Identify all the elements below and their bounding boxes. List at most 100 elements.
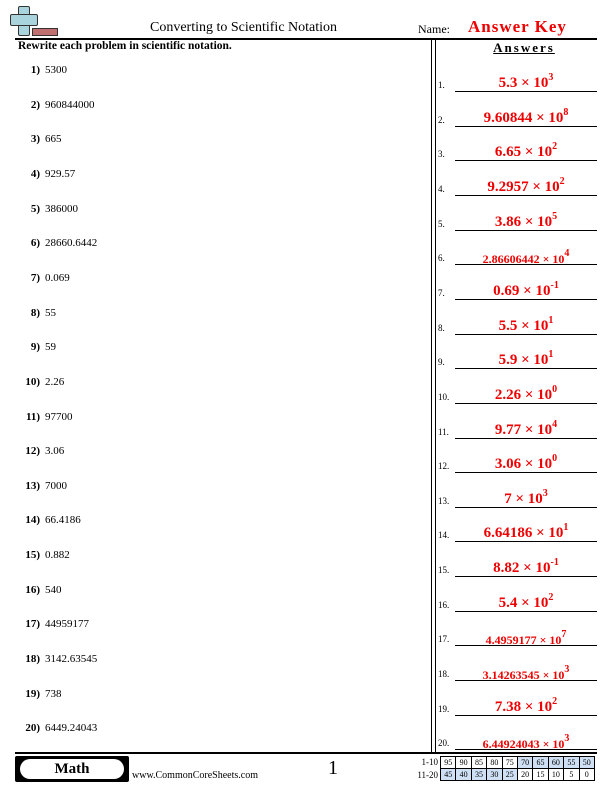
problem-value: 540 [45,583,62,596]
answer-mantissa: 5.3 [498,75,518,91]
name-label: Name: [418,22,450,36]
answer-line [455,264,597,266]
score-cell: 35 [470,768,488,781]
answer-line [455,749,597,751]
answer-line [455,298,597,300]
answer-mantissa: 2.26 [494,386,522,403]
answer-mantissa: 7 [504,490,512,507]
answer-value: 9.60844 × 108 [483,106,569,126]
problem-value: 5300 [45,64,67,76]
answer-line [455,576,597,578]
answer-mantissa: 3.06 [494,456,522,473]
score-cell: 40 [455,768,472,781]
problem-item: 10) 2.26 [18,376,64,388]
answer-line [455,194,597,196]
problem-value: 386000 [45,202,78,215]
answer-line [455,714,597,716]
score-cell: 0 [578,768,595,781]
answer-exponent: 0 [552,453,558,465]
answer-value: 0.69 × 10-1 [493,279,559,299]
answer-mantissa: 5.4 [498,594,518,611]
score-cell: 20 [516,768,534,781]
answer-number: 8. [438,322,445,333]
problem-value: 97700 [45,410,73,423]
problem-number: 16) [25,583,40,596]
problem-item: 12) 3.06 [18,445,64,457]
page-number: 1 [328,757,338,779]
answer-value: 5.9 × 101 [498,349,554,369]
problem-item: 9) 59 [18,341,56,353]
answer-mantissa: 6.44924043 [482,737,540,752]
problem-number: 15) [25,549,40,562]
answer-exponent: 1 [548,349,554,361]
answer-value: 5.3 × 103 [498,72,554,91]
answer-line [455,160,597,162]
answer-value: 7 × 103 [504,487,548,507]
score-cell: 45 [439,768,457,781]
answer-exponent: 2 [552,141,558,153]
answer-value: 5.5 × 101 [498,314,554,334]
answer-value: 6.65 × 102 [494,141,558,161]
logo-icon-bar [32,28,58,36]
column-divider [431,40,432,752]
score-cell: 95 [439,756,457,769]
answer-number: 17. [438,634,450,645]
answer-mantissa: 6.64186 [483,525,533,542]
answer-mantissa: 9.2957 [487,178,529,195]
answer-line [455,472,597,474]
problem-number: 7) [30,271,40,284]
problem-item: 11) 97700 [18,411,73,423]
problem-item: 14) 66.4186 [18,514,80,527]
score-cell: 55 [563,756,580,769]
answer-value: 3.14263545 × 103 [482,664,570,683]
problem-number: 8) [30,306,40,319]
answer-number: 9. [438,357,445,368]
answer-line [455,645,597,647]
answer-value: 2.26 × 100 [494,383,558,403]
problem-value: 738 [45,687,62,700]
problem-item: 15) 0.882 [18,549,69,562]
problem-number: 13) [25,479,40,492]
subject-label: Math [20,759,124,779]
answer-mantissa: 8.82 [493,560,520,577]
answer-line [455,229,597,231]
answer-exponent: 2 [559,175,565,187]
problem-number: 18) [25,653,40,666]
answer-exponent: 0 [552,383,558,395]
answer-value: 6.64186 × 101 [483,522,569,542]
answer-mantissa: 0.69 [493,282,520,299]
answer-mantissa: 6.65 [494,144,522,161]
answer-line [455,680,597,682]
score-cell: 85 [470,756,488,769]
problem-item: 5) 386000 [18,203,78,215]
problem-value: 0.069 [45,271,70,284]
problem-value: 7000 [45,479,67,492]
problem-number: 14) [25,514,40,527]
problem-number: 5) [30,202,40,215]
answer-exponent: 7 [561,629,567,641]
problem-value: 44959177 [45,618,89,631]
score-cell: 65 [532,756,549,769]
answer-mantissa: 2.86606442 [482,252,540,267]
answer-value: 7.38 × 102 [494,695,558,715]
problem-value: 28660.6442 [45,237,98,250]
problem-value: 3142.63545 [45,653,98,666]
answer-value: 2.86606442 × 104 [482,248,570,267]
answers-heading: Answers [493,40,555,55]
score-cell: 75 [501,756,518,769]
answer-line [455,610,597,612]
problem-item: 6) 28660.6442 [18,237,97,249]
answer-line [455,437,597,439]
score-row-label: 11-20 [417,770,438,780]
score-cell: 50 [578,756,595,769]
answer-line [455,368,597,370]
answer-number: 1. [438,80,445,90]
answer-number: 12. [438,461,450,472]
problem-number: 12) [25,445,40,458]
problem-value: 929.57 [45,167,76,180]
problem-number: 20) [25,722,40,735]
answer-value: 3.06 × 100 [494,453,558,473]
problem-value: 6449.24043 [45,722,98,735]
answer-line [455,402,597,404]
answer-value: 9.2957 × 102 [487,175,565,195]
